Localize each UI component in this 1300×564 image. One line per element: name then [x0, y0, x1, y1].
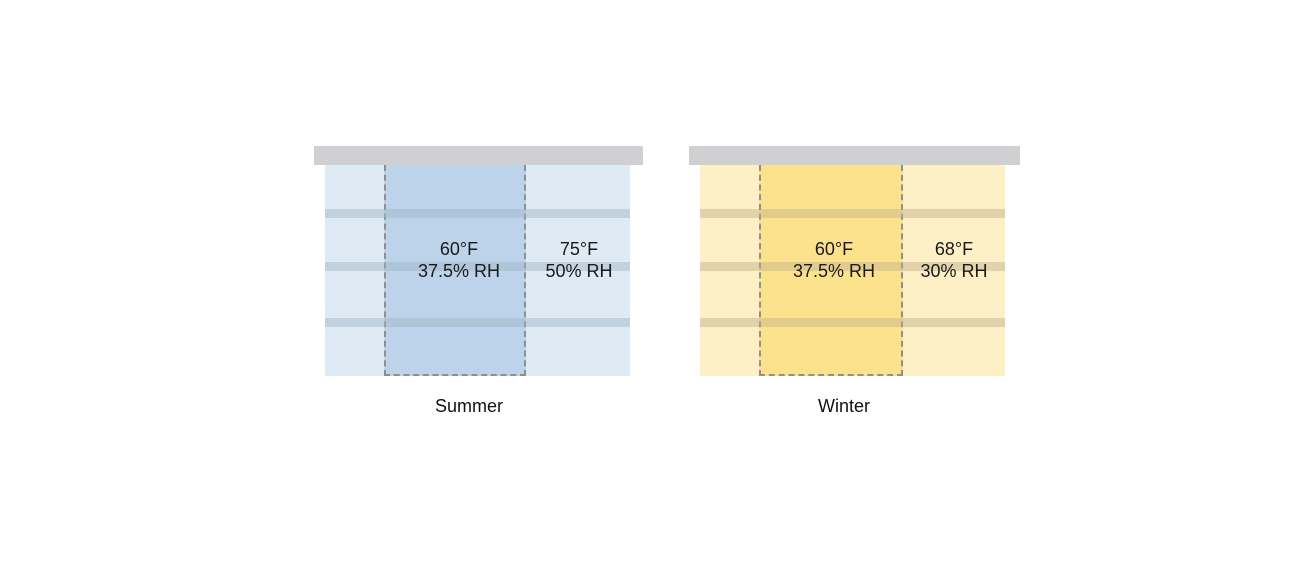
outside-temp: 68°F — [934, 239, 974, 259]
conditioned-zone — [759, 165, 903, 376]
zone-conditions: 60°F 37.5% RH — [394, 238, 524, 282]
zone-temp: 60°F — [814, 239, 854, 259]
outside-conditions: 75°F 50% RH — [514, 238, 644, 282]
winter-diagram: 60°F 37.5% RH 68°F 30% RH Winter — [689, 0, 1029, 440]
conditioned-zone — [384, 165, 526, 376]
zone-rh: 37.5% RH — [792, 261, 876, 281]
outside-temp: 75°F — [559, 239, 599, 259]
roof — [689, 146, 1020, 165]
floor-slab — [325, 318, 630, 327]
summer-diagram: 60°F 37.5% RH 75°F 50% RH Summer — [314, 0, 654, 440]
floor-slab — [325, 209, 630, 218]
floor-slab — [700, 262, 1005, 271]
outside-rh: 30% RH — [920, 261, 988, 281]
floor-slab — [700, 209, 1005, 218]
zone-temp: 60°F — [439, 239, 479, 259]
floor-slab — [325, 262, 630, 271]
caption: Summer — [434, 396, 503, 416]
zone-conditions: 60°F 37.5% RH — [769, 238, 899, 282]
caption: Winter — [817, 396, 870, 416]
roof — [314, 146, 643, 165]
outside-conditions: 68°F 30% RH — [889, 238, 1019, 282]
zone-rh: 37.5% RH — [417, 261, 501, 281]
floor-slab — [700, 318, 1005, 327]
outside-rh: 50% RH — [545, 261, 613, 281]
